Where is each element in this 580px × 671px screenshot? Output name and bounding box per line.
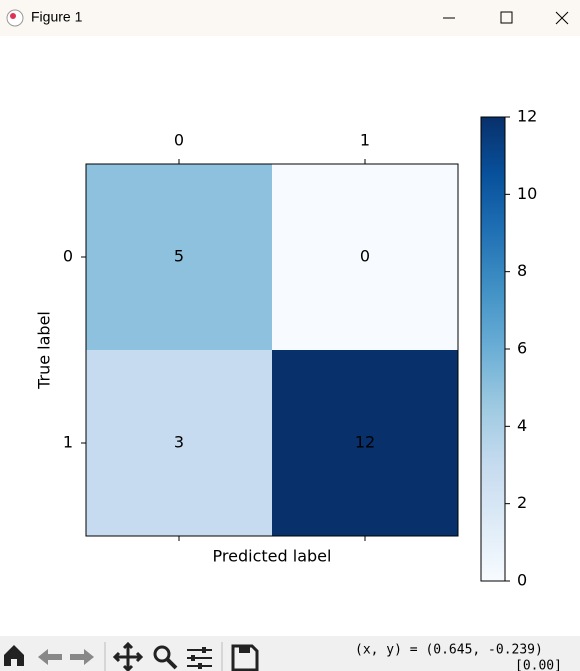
pan-button[interactable] [112,641,144,671]
toolbar [0,636,580,671]
colorbar-tick-label: 8 [517,261,527,280]
x-axis-label: Predicted label [213,547,332,566]
title-bar [0,0,580,36]
cell-label: 12 [355,433,375,452]
colorbar-tick-label: 2 [517,493,527,512]
save-icon-part [239,646,250,653]
status-value: [0.00] [515,659,562,671]
y-axis-label: True label [35,311,54,390]
colorbar-tick-label: 10 [517,184,537,203]
forward-button[interactable] [70,649,94,665]
cell-label: 3 [174,433,184,452]
status-coordinates: (x, y) = (0.645, -0.239) [355,643,543,658]
y-tick-label: 0 [63,247,73,266]
colorbar [480,116,506,582]
y-tick-label: 1 [63,433,73,452]
colorbar-tick-label: 4 [517,416,527,435]
colorbar-tick-label: 6 [517,339,527,358]
maximize-button[interactable] [500,11,513,24]
cell-label: 0 [360,247,370,266]
cell-label: 5 [174,247,184,266]
heatmap-cell [86,350,272,536]
back-button[interactable] [38,649,62,665]
colorbar-tick-label: 0 [517,571,527,590]
close-button[interactable] [555,11,569,25]
axes-frame [85,163,459,537]
window-title: Figure 1 [31,9,83,25]
home-button[interactable] [4,645,24,666]
configure-sliders [191,647,206,669]
x-tick-label: 0 [174,131,184,150]
heatmap-cell [272,164,458,350]
colorbar-tick-label: 12 [517,107,537,126]
zoom-button[interactable] [153,645,171,663]
heatmap-cell [272,350,458,536]
app-icon-dot [10,13,16,19]
x-tick-label: 1 [360,131,370,150]
heatmap-cell [86,164,272,350]
zoom-handle [165,657,178,670]
